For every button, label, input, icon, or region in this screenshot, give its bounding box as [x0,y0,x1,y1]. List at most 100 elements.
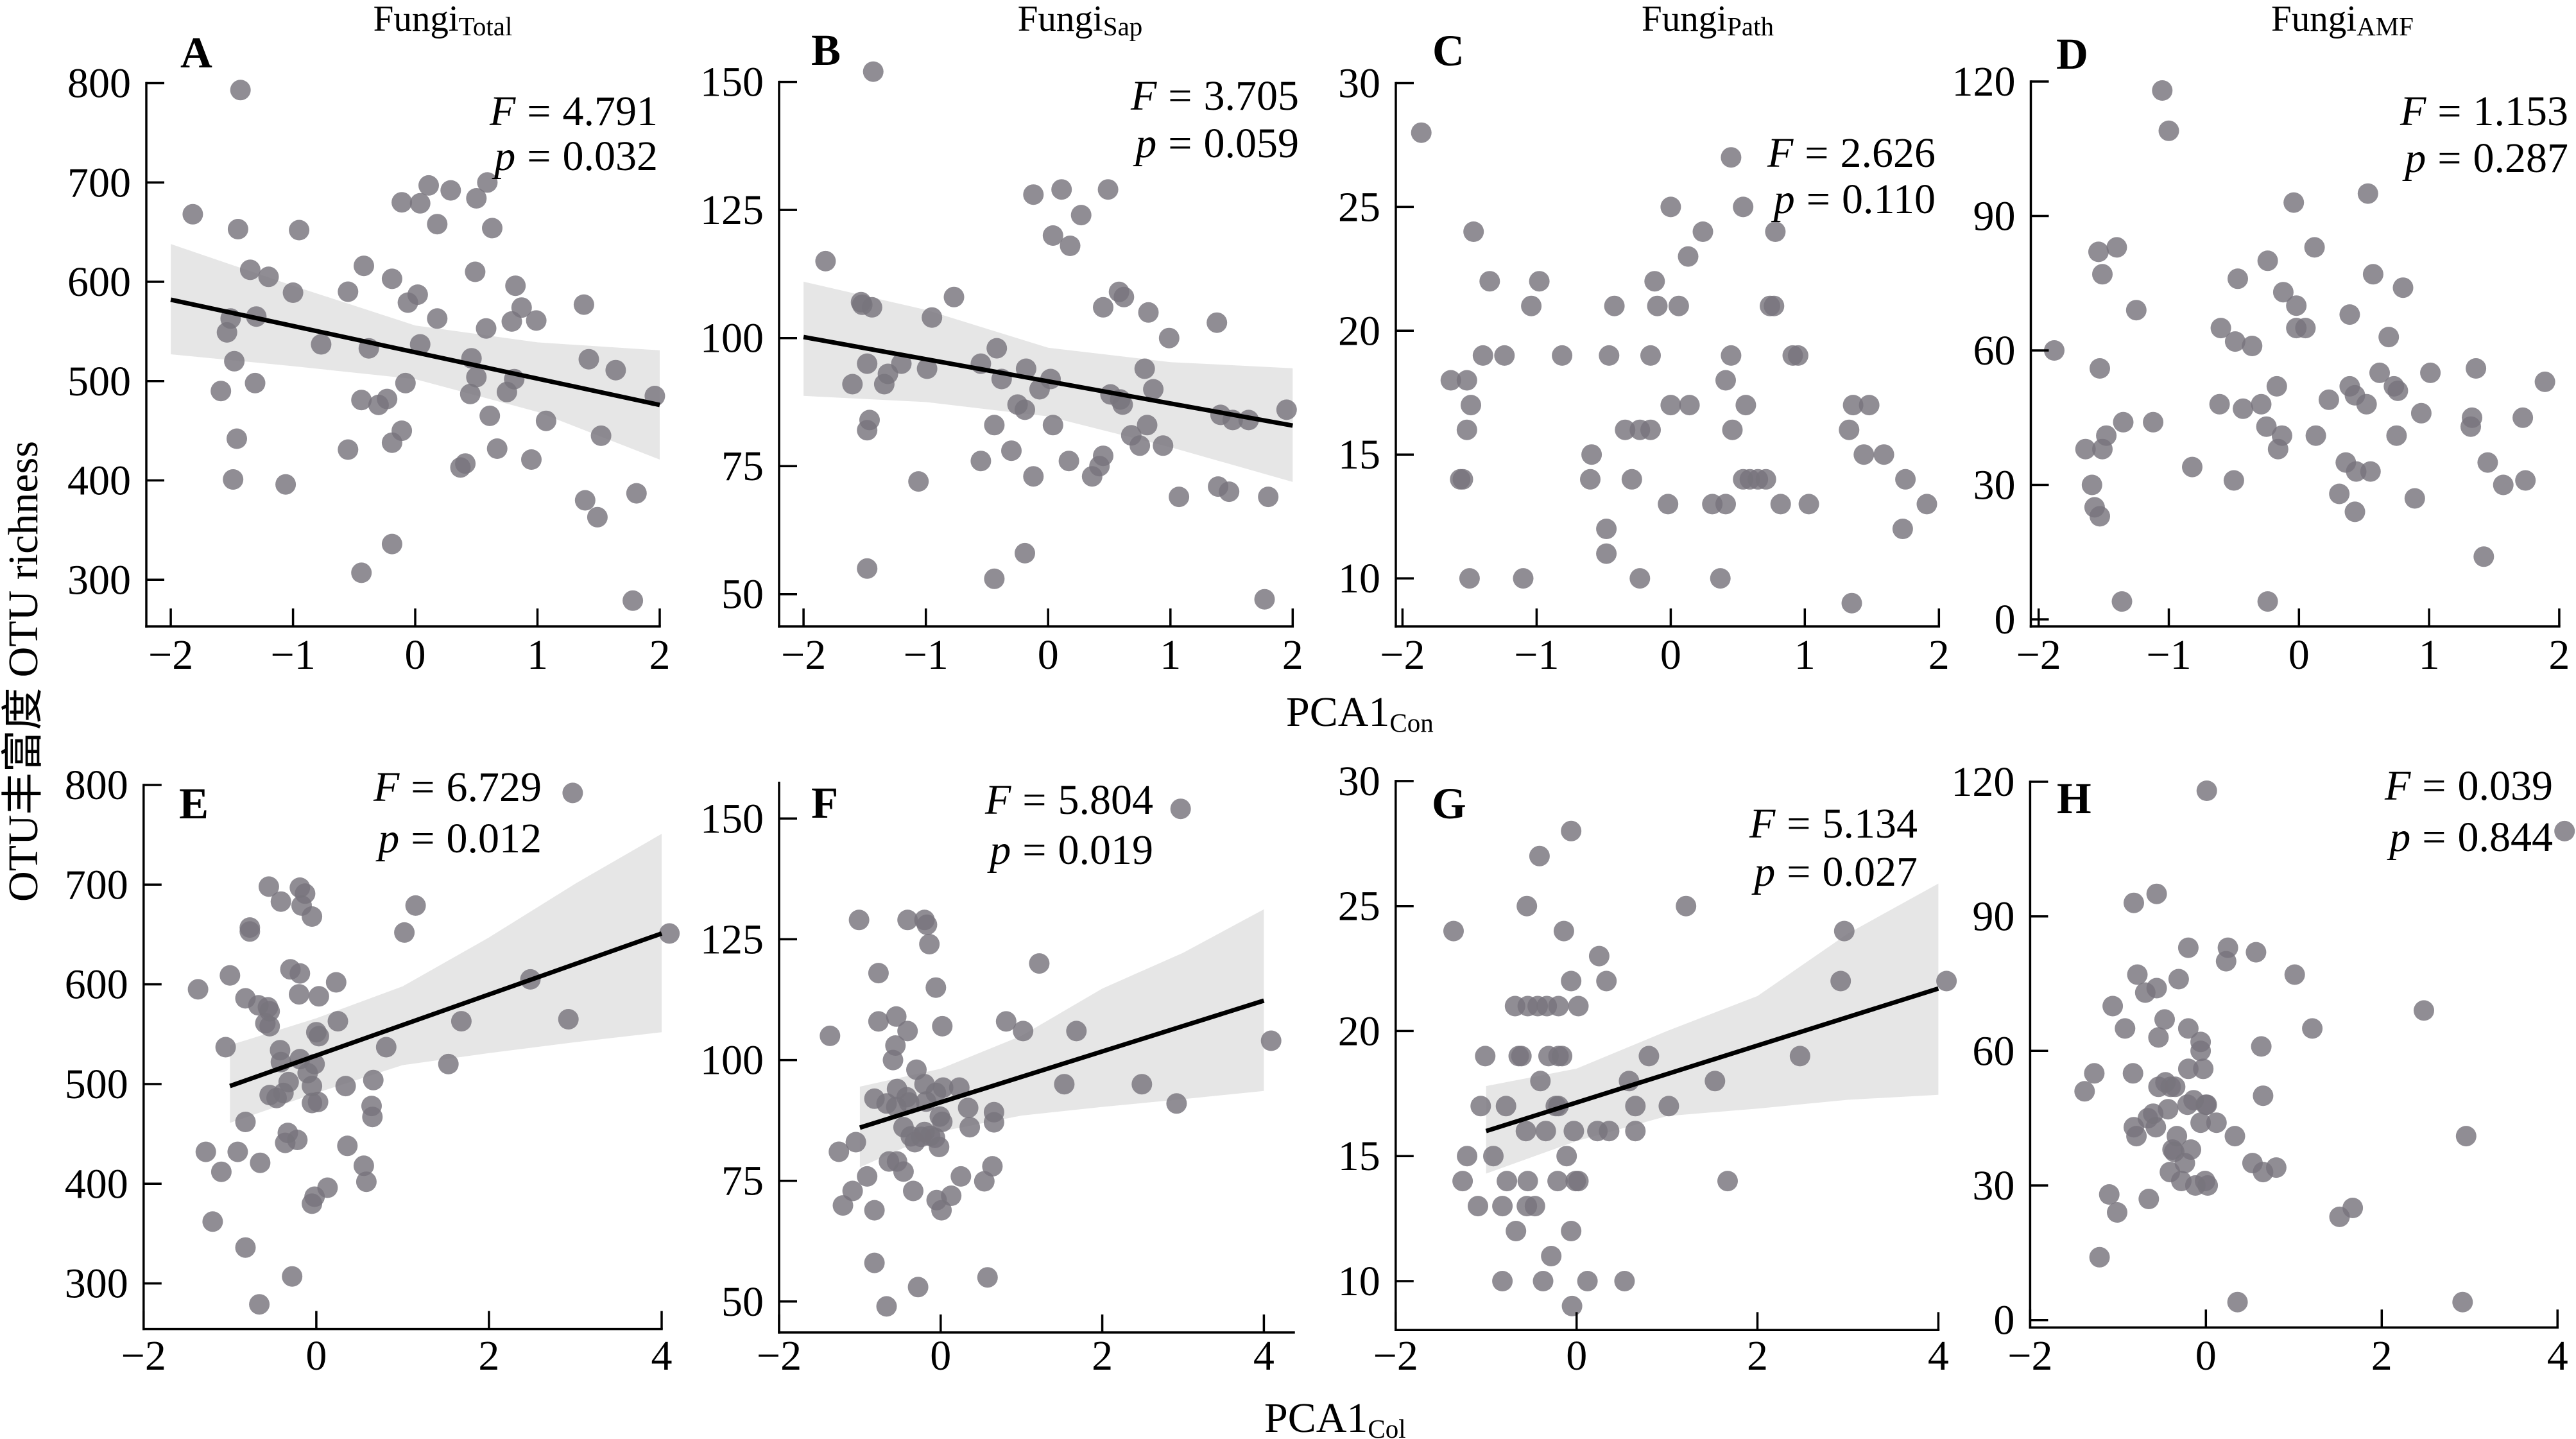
data-point [842,1180,863,1202]
data-point [590,425,612,446]
data-point [1452,1171,1473,1192]
data-point [501,311,522,332]
data-point [351,390,372,411]
data-point [1137,415,1158,436]
data-point [1604,295,1625,316]
data-point [919,934,940,954]
x-tick-label: 0 [405,632,426,678]
x-axis-title-top: PCA1Con [1286,689,1434,737]
data-point [1529,845,1550,866]
data-point [2145,1117,2167,1138]
data-point [1833,920,1855,942]
stat-symbol: F [984,777,1011,823]
stat-value: 1.153 [2473,88,2569,135]
x-tick-label: −2 [121,1332,166,1379]
p-value: p = 0.287 [2402,135,2568,182]
data-point [1206,312,1228,333]
y-tick-label: 10 [1338,1258,1380,1305]
y-tick-label: 400 [67,458,131,504]
data-point [1513,568,1534,589]
data-point [2146,883,2167,904]
x-tick-label: 2 [1092,1332,1113,1379]
data-point [868,1011,889,1032]
x-tick-label: 0 [1660,632,1681,678]
data-points [2074,780,2575,1313]
data-point [1660,395,1681,416]
data-point [1143,379,1164,400]
data-point [1131,1074,1153,1095]
data-point [2356,393,2377,415]
data-point [1621,469,1642,490]
data-point [1015,358,1036,379]
stat-symbol: p [1771,176,1795,223]
panel-title-main: Fungi [1018,0,1103,39]
data-point [2107,1202,2127,1223]
data-point [1515,1121,1536,1142]
x-tick-label: 0 [1038,632,1059,678]
x-tick-label: 0 [2288,632,2310,678]
data-point [1112,394,1133,415]
data-point [239,921,261,942]
data-point [2081,474,2102,495]
data-point [1548,995,1569,1017]
data-point [1596,519,1617,539]
data-point [986,338,1008,359]
y-tick-label: 20 [1338,1008,1380,1055]
data-point [1715,494,1736,515]
data-point [1588,945,1610,967]
data-point [2284,964,2305,985]
data-point [2168,969,2189,990]
data-point [1678,246,1699,267]
data-point [235,1112,256,1132]
data-point [929,1137,950,1157]
y-tick-label: 20 [1338,307,1380,354]
data-point [1859,395,1880,416]
data-point [2106,237,2127,258]
data-point [882,1049,904,1071]
panel-title: FungiPath [1642,0,1774,41]
data-point [848,909,870,931]
x-axis-title-bottom-subscript: Col [1368,1414,1405,1439]
x-tick-label: −2 [757,1332,802,1379]
y-tick-label: 50 [721,571,764,618]
p-value: p = 0.059 [1133,120,1299,167]
x-tick-label: −2 [2007,1332,2052,1379]
y-tick-label: 500 [65,1061,128,1108]
data-point [287,1130,308,1150]
p-value: p = 0.019 [987,827,1153,874]
data-point [259,1015,280,1037]
data-point [2143,411,2164,433]
data-points [2044,80,2555,612]
data-point [1494,345,1515,366]
data-point [1497,1171,1518,1192]
data-point [2124,892,2144,913]
y-tick-label: 300 [65,1261,128,1307]
data-point [427,308,448,329]
data-point [289,963,311,984]
data-point [2460,416,2481,437]
data-point [338,281,359,302]
x-tick-label: 4 [2547,1332,2568,1379]
data-point [258,266,279,288]
data-point [857,353,878,374]
data-point [2267,438,2288,460]
data-point [1524,1196,1545,1217]
data-point [863,61,884,82]
data-point [1058,451,1079,472]
data-point [476,318,497,339]
data-point [832,1195,854,1216]
data-point [1219,481,1240,503]
data-point [1640,419,1661,440]
data-point [1873,444,1894,465]
data-point [2272,282,2294,303]
regression-line [170,297,660,408]
x-tick-label: 1 [1160,632,1181,678]
data-point [1629,568,1651,589]
panel-g: −2 0 2 4 10 15 20 25 30 G F = 5.134 p = 0.027 [1338,758,1957,1379]
data-point [1556,1146,1577,1167]
data-point [1717,1171,1738,1192]
data-point [2152,80,2173,101]
